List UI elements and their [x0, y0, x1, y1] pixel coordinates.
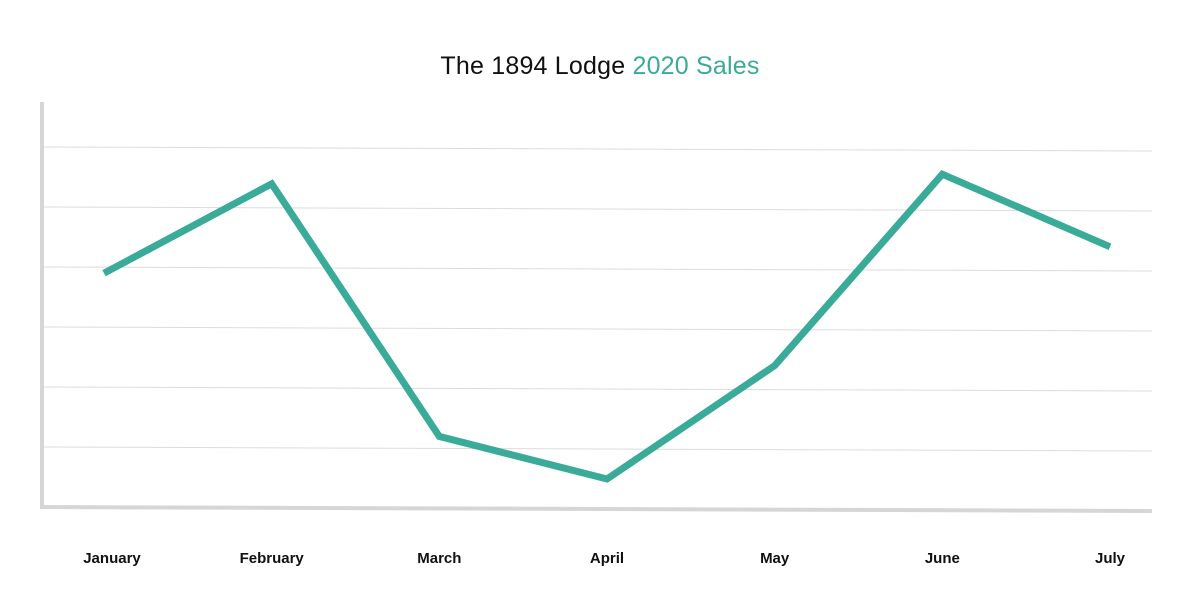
x-tick-label-april: April	[590, 550, 624, 567]
gridline-5	[41, 206, 1153, 212]
x-tick-label-may: May	[760, 550, 790, 567]
x-tick-labels: January February March April May June July	[83, 550, 1125, 567]
series-line-1	[102, 169, 1112, 483]
gridline-1	[41, 446, 1153, 452]
gridline-6	[41, 146, 1153, 152]
gridline-2	[41, 386, 1153, 392]
x-tick-label-january: January	[83, 550, 141, 567]
x-axis-line	[39, 505, 1153, 513]
series-layer	[102, 169, 1112, 483]
x-tick-label-february: February	[240, 550, 305, 567]
gridline-3	[41, 326, 1153, 332]
axes	[39, 102, 1153, 513]
x-tick-label-march: March	[417, 550, 461, 567]
chart-title-accent: 2020 Sales	[632, 52, 760, 80]
chart-title-main: The 1894 Lodge	[440, 52, 626, 80]
x-tick-label-june: June	[925, 550, 960, 567]
chart-title: The 1894 Lodge 2020 Sales	[0, 52, 1200, 81]
x-tick-label-july: July	[1095, 550, 1126, 567]
gridline-4	[41, 266, 1153, 272]
